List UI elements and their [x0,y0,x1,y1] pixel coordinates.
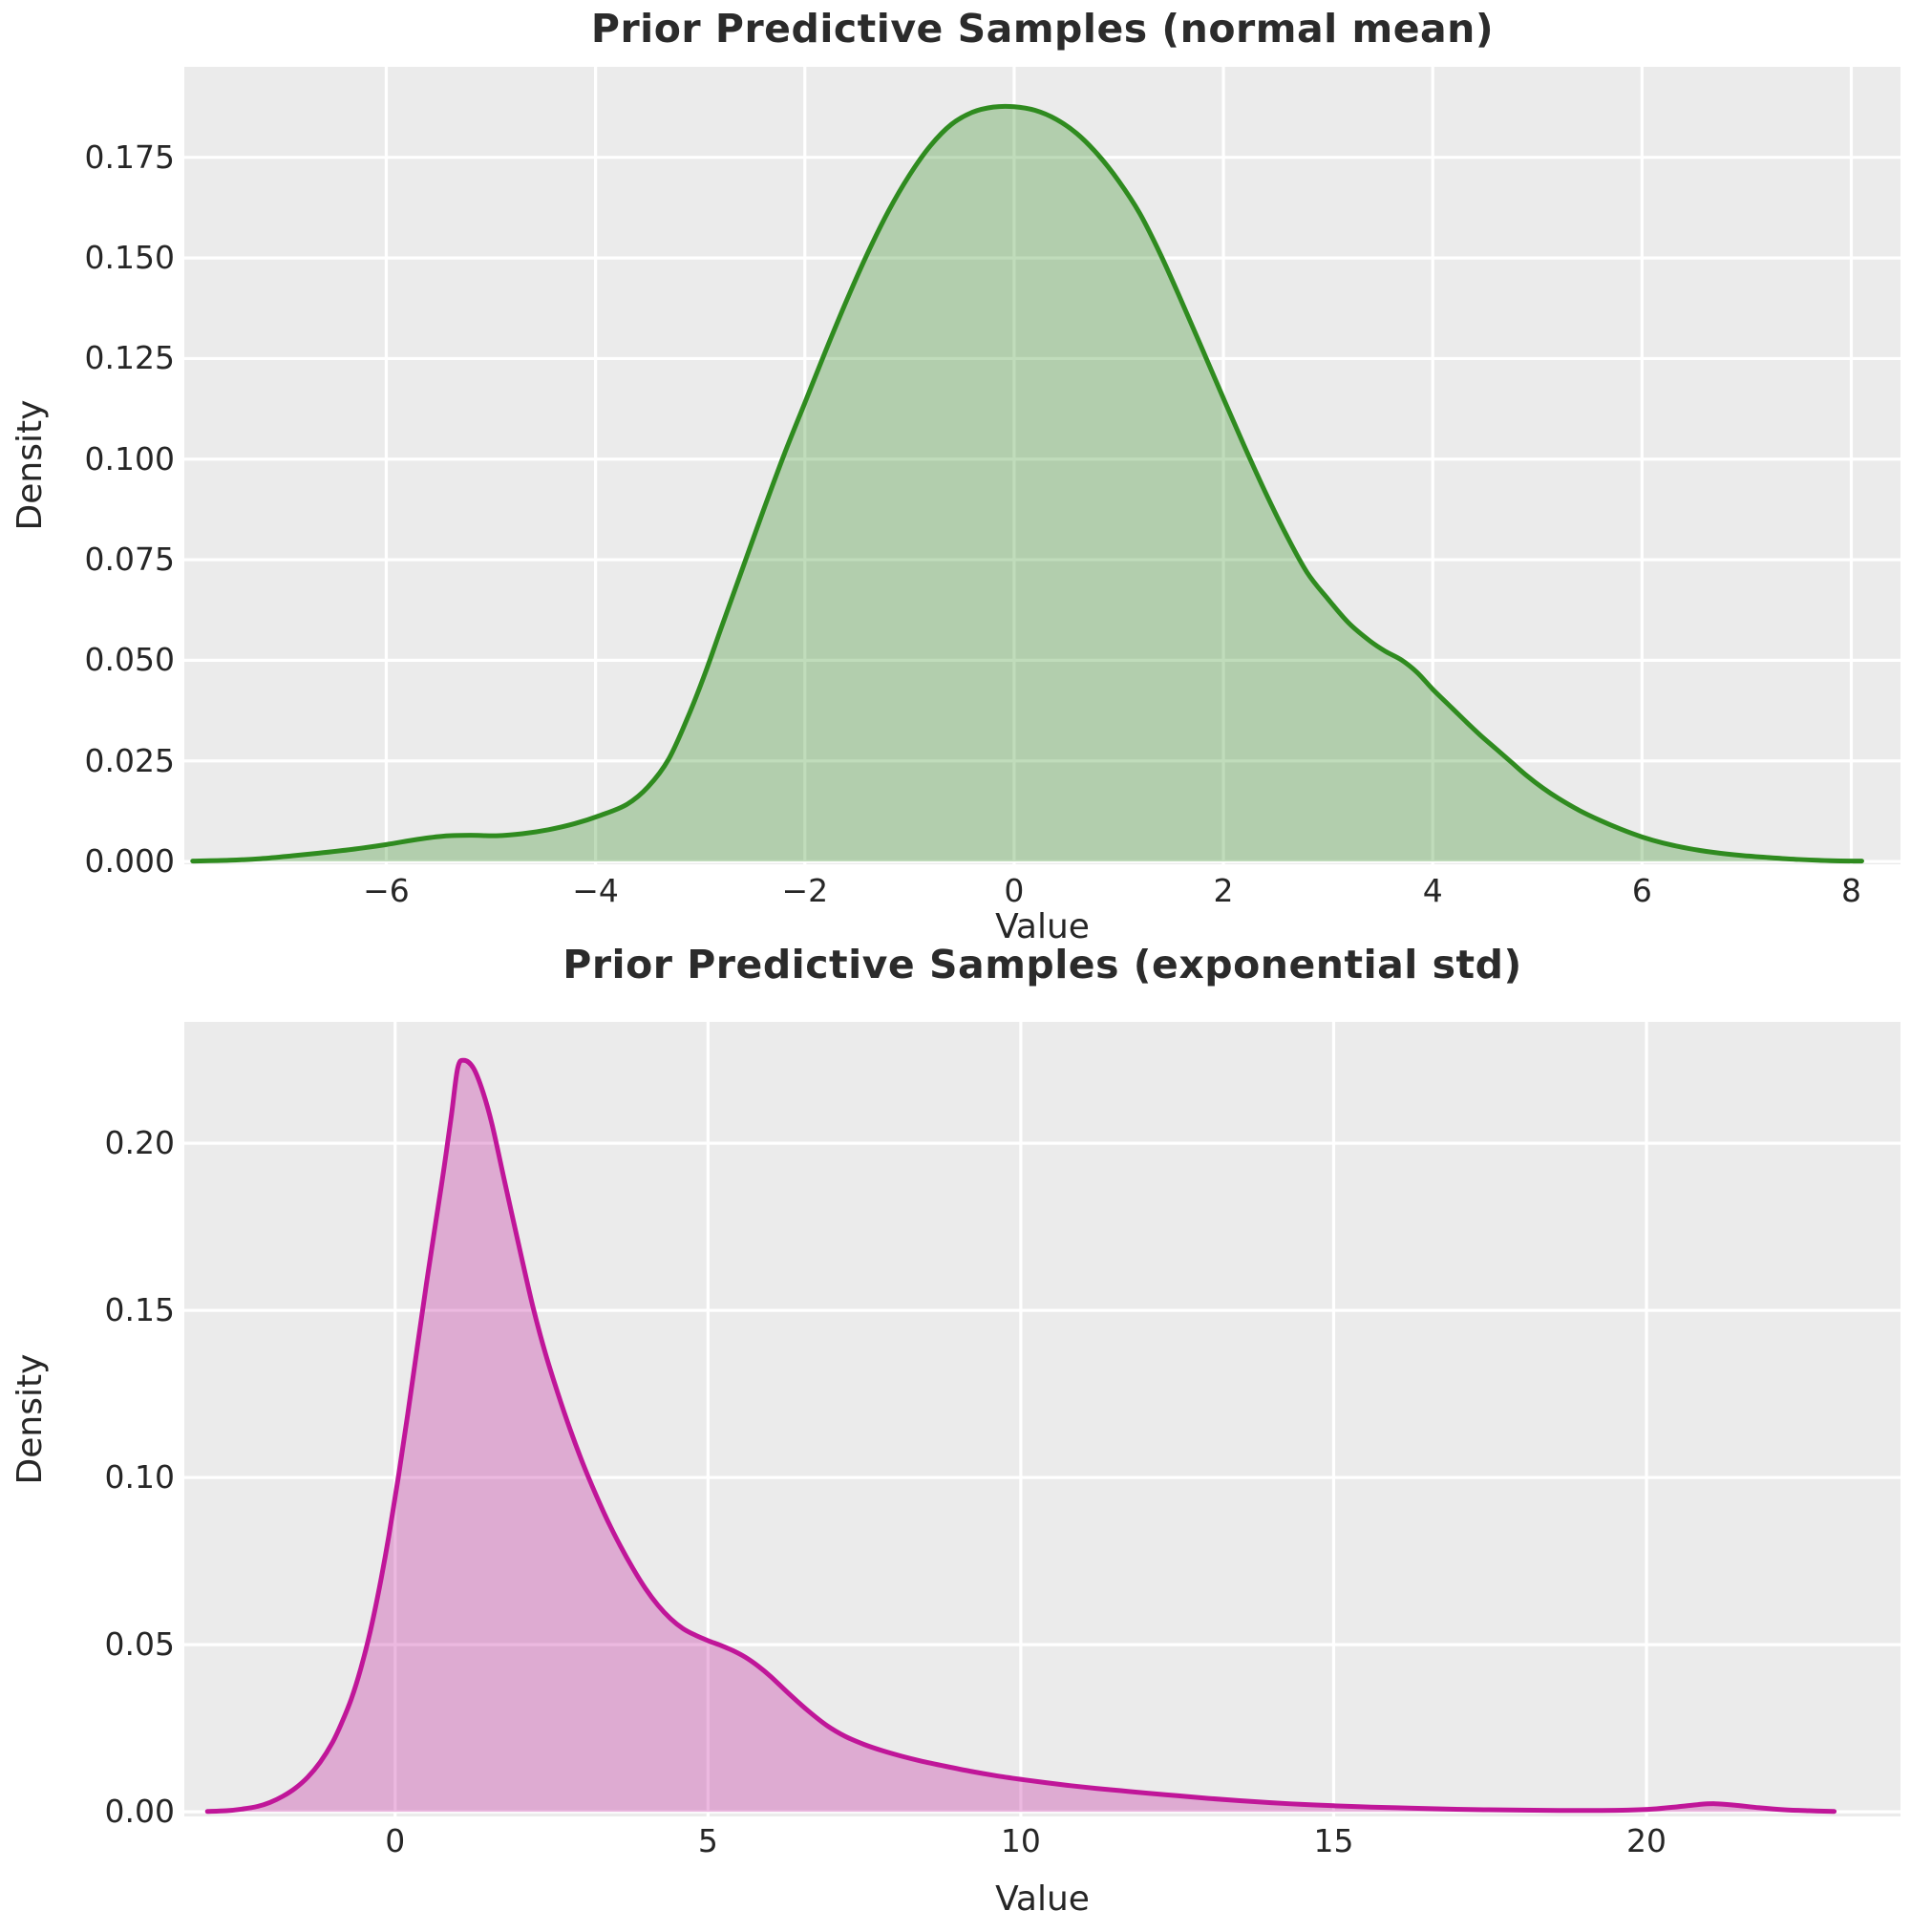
x-tick-label: 4 [1422,872,1443,909]
kde-plot-svg [184,1022,1900,1816]
y-tick-label: 0.00 [104,1793,175,1831]
x-axis-label: Value [995,907,1090,946]
chart-title: Prior Predictive Samples (normal mean) [590,6,1495,52]
kde-exponential-std-curve [204,1057,1837,1815]
x-tick-label: −2 [781,872,829,909]
y-tick-label: 0.05 [104,1625,175,1664]
y-tick-label: 0.000 [84,842,175,881]
x-tick-label: −6 [363,872,410,909]
y-tick-label: 0.025 [84,741,175,779]
y-tick-label: 0.075 [84,541,175,579]
x-tick-label: 10 [1000,1822,1041,1859]
y-tick-label: 0.10 [104,1458,175,1497]
y-tick-label: 0.050 [84,641,175,679]
kde-normal-mean-curve [190,103,1864,864]
kde-exponential-std-fill [207,1060,1835,1813]
y-tick-label: 0.175 [84,138,175,176]
x-tick-label: 8 [1841,872,1861,909]
y-tick-label: 0.100 [84,439,175,478]
y-tick-label: 0.20 [104,1124,175,1162]
kde-plot-svg [184,67,1900,864]
x-tick-label: 15 [1313,1822,1354,1859]
x-tick-label: 5 [697,1822,718,1859]
kde-normal-mean-fill [192,106,1862,862]
x-tick-label: 20 [1626,1822,1667,1859]
y-tick-label: 0.15 [104,1291,175,1329]
plot-area [184,1022,1900,1816]
x-axis-label: Value [995,1879,1090,1919]
x-tick-label: 2 [1213,872,1234,909]
x-tick-label: −4 [572,872,619,909]
y-tick-label: 0.150 [84,239,175,277]
chart-title: Prior Predictive Samples (exponential st… [563,942,1522,987]
x-tick-label: 6 [1631,872,1652,909]
plot-area [184,67,1900,864]
y-tick-label: 0.125 [84,339,175,377]
x-tick-label: 0 [385,1822,406,1859]
x-tick-label: 0 [1004,872,1025,909]
